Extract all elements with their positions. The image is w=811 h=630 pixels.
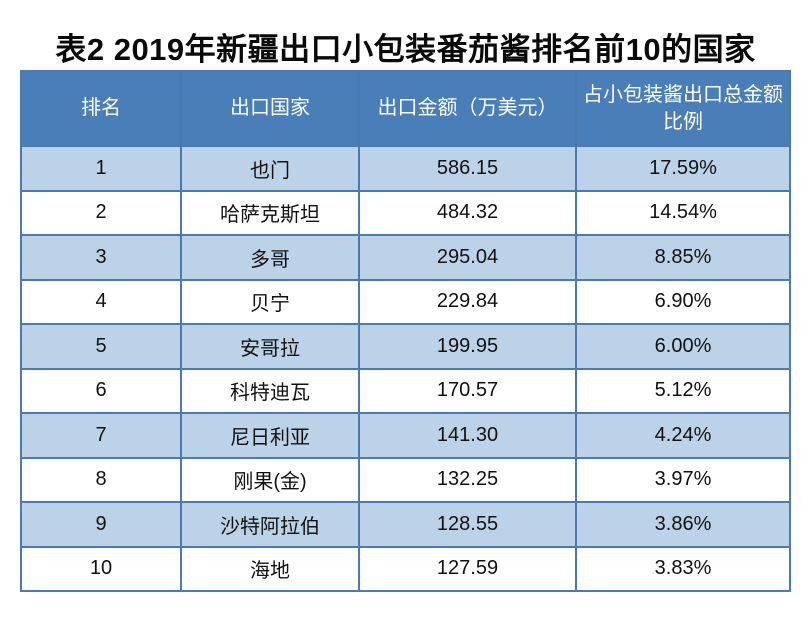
table-body: 1 也门 586.15 17.59% 2 哈萨克斯坦 484.32 14.54%… xyxy=(20,145,791,592)
share-cell: 3.97% xyxy=(575,456,791,503)
amount-cell: 295.04 xyxy=(358,234,577,281)
share-cell: 4.24% xyxy=(575,412,791,459)
country-cell: 海地 xyxy=(180,545,360,592)
table-header-row: 排名 出口国家 出口金额（万美元） 占小包装酱出口总金额 比例 xyxy=(20,70,791,147)
rank-cell: 5 xyxy=(20,323,182,370)
table-row: 8 刚果(金) 132.25 3.97% xyxy=(20,456,791,503)
header-cell-amount: 出口金额（万美元） xyxy=(358,70,577,147)
table-row: 7 尼日利亚 141.30 4.24% xyxy=(20,412,791,459)
data-table: 排名 出口国家 出口金额（万美元） 占小包装酱出口总金额 比例 1 也门 586… xyxy=(20,70,791,592)
table-row: 6 科特迪瓦 170.57 5.12% xyxy=(20,367,791,414)
rank-cell: 1 xyxy=(20,145,182,192)
share-cell: 14.54% xyxy=(575,189,791,236)
country-cell: 也门 xyxy=(180,145,360,192)
header-cell-country: 出口国家 xyxy=(180,70,360,147)
rank-cell: 10 xyxy=(20,545,182,592)
country-cell: 沙特阿拉伯 xyxy=(180,501,360,548)
table-row: 3 多哥 295.04 8.85% xyxy=(20,234,791,281)
rank-cell: 4 xyxy=(20,278,182,325)
country-cell: 刚果(金) xyxy=(180,456,360,503)
table-row: 5 安哥拉 199.95 6.00% xyxy=(20,323,791,370)
country-cell: 尼日利亚 xyxy=(180,412,360,459)
share-cell: 6.90% xyxy=(575,278,791,325)
country-cell: 多哥 xyxy=(180,234,360,281)
header-cell-share: 占小包装酱出口总金额 比例 xyxy=(575,70,791,147)
amount-cell: 132.25 xyxy=(358,456,577,503)
amount-cell: 128.55 xyxy=(358,501,577,548)
rank-cell: 2 xyxy=(20,189,182,236)
country-cell: 贝宁 xyxy=(180,278,360,325)
amount-cell: 127.59 xyxy=(358,545,577,592)
amount-cell: 229.84 xyxy=(358,278,577,325)
share-cell: 17.59% xyxy=(575,145,791,192)
share-cell: 5.12% xyxy=(575,367,791,414)
amount-cell: 586.15 xyxy=(358,145,577,192)
country-cell: 哈萨克斯坦 xyxy=(180,189,360,236)
amount-cell: 141.30 xyxy=(358,412,577,459)
table-row: 1 也门 586.15 17.59% xyxy=(20,145,791,192)
rank-cell: 3 xyxy=(20,234,182,281)
table-row: 2 哈萨克斯坦 484.32 14.54% xyxy=(20,189,791,236)
table-row: 4 贝宁 229.84 6.90% xyxy=(20,278,791,325)
country-cell: 安哥拉 xyxy=(180,323,360,370)
rank-cell: 8 xyxy=(20,456,182,503)
share-cell: 6.00% xyxy=(575,323,791,370)
share-cell: 8.85% xyxy=(575,234,791,281)
rank-cell: 6 xyxy=(20,367,182,414)
table-row: 10 海地 127.59 3.83% xyxy=(20,545,791,592)
amount-cell: 484.32 xyxy=(358,189,577,236)
rank-cell: 9 xyxy=(20,501,182,548)
country-cell: 科特迪瓦 xyxy=(180,367,360,414)
rank-cell: 7 xyxy=(20,412,182,459)
share-cell: 3.86% xyxy=(575,501,791,548)
table-title: 表2 2019年新疆出口小包装番茄酱排名前10的国家 xyxy=(55,32,756,67)
share-cell: 3.83% xyxy=(575,545,791,592)
amount-cell: 199.95 xyxy=(358,323,577,370)
header-cell-rank: 排名 xyxy=(20,70,182,147)
amount-cell: 170.57 xyxy=(358,367,577,414)
table-header: 排名 出口国家 出口金额（万美元） 占小包装酱出口总金额 比例 xyxy=(20,70,791,147)
table-row: 9 沙特阿拉伯 128.55 3.86% xyxy=(20,501,791,548)
